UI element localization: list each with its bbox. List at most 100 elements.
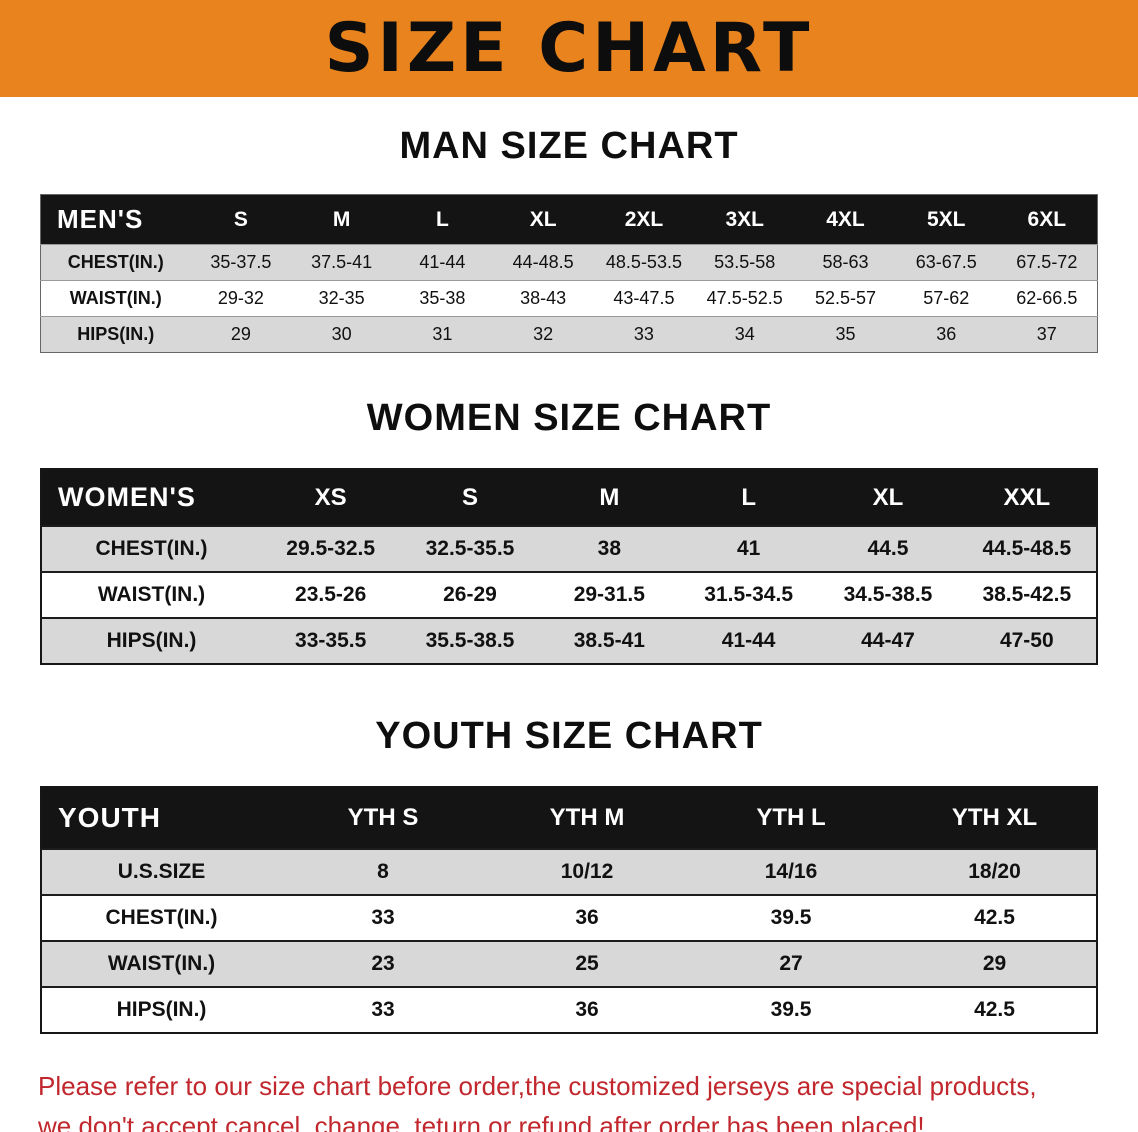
table-row: WAIST(IN.) 23.5-26 26-29 29-31.5 31.5-34.5 34… xyxy=(41,571,1097,618)
section-youth: YOUTH SIZE CHART YOUTH YTH S YTH M YTH L YTH… xyxy=(0,715,1138,1034)
women-size-table: WOMEN'S XS S M L XL XXL CHEST(IN.) 29.5-32.5 32.5… xyxy=(40,468,1098,665)
size-value-cell: 41-44 xyxy=(678,617,819,664)
size-column-header: L xyxy=(678,469,819,526)
size-value-cell: 10/12 xyxy=(485,848,689,895)
size-value-cell: 44.5 xyxy=(818,525,958,572)
size-value-cell: 52.5-57 xyxy=(795,280,896,317)
size-value-cell: 26-29 xyxy=(400,571,540,618)
disclaimer: Please refer to our size chart before or… xyxy=(38,1066,1100,1132)
size-value-cell: 27 xyxy=(689,940,893,987)
size-value-cell: 38 xyxy=(539,525,679,572)
size-column-header: XXL xyxy=(957,469,1097,526)
measurement-label: CHEST(IN.) xyxy=(41,525,261,572)
charts-container: MAN SIZE CHART MEN'S S M L XL 2XL 3XL 4XL 5XL 6XL… xyxy=(0,125,1138,1034)
size-column-header: M xyxy=(291,194,393,245)
table-header-row: WOMEN'S XS S M L XL XXL xyxy=(41,469,1097,526)
men-size-table: MEN'S S M L XL 2XL 3XL 4XL 5XL 6XL CHEST(IN.) 35-37… xyxy=(40,194,1098,353)
table-row: WAIST(IN.) 23 25 27 29 xyxy=(41,940,1097,987)
size-value-cell: 33 xyxy=(593,316,695,353)
size-value-cell: 48.5-53.5 xyxy=(593,244,695,281)
size-column-header: XL xyxy=(818,469,958,526)
size-value-cell: 29-31.5 xyxy=(539,571,679,618)
size-value-cell: 35 xyxy=(795,316,896,353)
measurement-label: HIPS(IN.) xyxy=(41,617,261,664)
size-column-header: XS xyxy=(261,469,401,526)
size-value-cell: 44-47 xyxy=(818,617,958,664)
measurement-label: HIPS(IN.) xyxy=(41,986,281,1033)
table-row: WAIST(IN.) 29-32 32-35 35-38 38-43 43-47.5 47.… xyxy=(40,280,1098,317)
measurement-label: WAIST(IN.) xyxy=(40,280,191,317)
size-value-cell: 39.5 xyxy=(689,986,893,1033)
size-value-cell: 33 xyxy=(281,986,485,1033)
size-value-cell: 14/16 xyxy=(689,848,893,895)
size-value-cell: 36 xyxy=(895,316,997,353)
table-header-row: MEN'S S M L XL 2XL 3XL 4XL 5XL 6XL xyxy=(40,194,1098,245)
size-value-cell: 35-37.5 xyxy=(190,244,292,281)
section-women: WOMEN SIZE CHART WOMEN'S XS S M L XL XXL CHEST(… xyxy=(0,397,1138,665)
size-value-cell: 39.5 xyxy=(689,894,893,941)
measurement-label: CHEST(IN.) xyxy=(41,894,281,941)
section-men: MAN SIZE CHART MEN'S S M L XL 2XL 3XL 4XL 5XL 6XL… xyxy=(0,125,1138,353)
table-row: HIPS(IN.) 33-35.5 35.5-38.5 38.5-41 41-44 44-… xyxy=(41,617,1097,664)
size-value-cell: 41 xyxy=(678,525,819,572)
size-value-cell: 32-35 xyxy=(291,280,393,317)
measurement-label: CHEST(IN.) xyxy=(40,244,191,281)
size-value-cell: 8 xyxy=(281,848,485,895)
table-row: CHEST(IN.) 35-37.5 37.5-41 41-44 44-48.5 48.5… xyxy=(40,244,1098,281)
size-column-header: 2XL xyxy=(593,194,695,245)
size-value-cell: 35-38 xyxy=(392,280,493,317)
size-value-cell: 35.5-38.5 xyxy=(400,617,540,664)
women-section-heading: WOMEN SIZE CHART xyxy=(366,397,772,439)
size-column-header: 4XL xyxy=(795,194,896,245)
size-value-cell: 38.5-42.5 xyxy=(957,571,1097,618)
size-value-cell: 42.5 xyxy=(893,986,1097,1033)
size-column-header: L xyxy=(392,194,493,245)
size-value-cell: 58-63 xyxy=(795,244,896,281)
size-value-cell: 30 xyxy=(291,316,393,353)
size-value-cell: 43-47.5 xyxy=(593,280,695,317)
table-header-row: YOUTH YTH S YTH M YTH L YTH XL xyxy=(41,787,1097,849)
size-value-cell: 29-32 xyxy=(190,280,292,317)
size-value-cell: 31.5-34.5 xyxy=(678,571,819,618)
measurement-label: WAIST(IN.) xyxy=(41,940,281,987)
size-value-cell: 31 xyxy=(392,316,493,353)
size-value-cell: 36 xyxy=(485,986,689,1033)
page-title: SIZE CHART xyxy=(324,8,814,88)
size-value-cell: 42.5 xyxy=(893,894,1097,941)
table-row: U.S.SIZE 8 10/12 14/16 18/20 xyxy=(41,848,1097,895)
size-value-cell: 36 xyxy=(485,894,689,941)
size-column-header: 5XL xyxy=(895,194,997,245)
size-value-cell: 38-43 xyxy=(492,280,594,317)
size-value-cell: 41-44 xyxy=(392,244,493,281)
table-row: HIPS(IN.) 33 36 39.5 42.5 xyxy=(41,986,1097,1033)
size-value-cell: 47-50 xyxy=(957,617,1097,664)
size-value-cell: 44-48.5 xyxy=(492,244,594,281)
size-value-cell: 34.5-38.5 xyxy=(818,571,958,618)
size-value-cell: 29.5-32.5 xyxy=(261,525,401,572)
size-column-header: YTH L xyxy=(689,787,893,849)
size-value-cell: 33-35.5 xyxy=(261,617,401,664)
size-value-cell: 25 xyxy=(485,940,689,987)
size-column-header: M xyxy=(539,469,679,526)
size-value-cell: 53.5-58 xyxy=(694,244,796,281)
size-value-cell: 47.5-52.5 xyxy=(694,280,796,317)
size-column-header: S xyxy=(400,469,540,526)
size-value-cell: 23.5-26 xyxy=(261,571,401,618)
size-value-cell: 44.5-48.5 xyxy=(957,525,1097,572)
table-row: CHEST(IN.) 29.5-32.5 32.5-35.5 38 41 44.5 44.5… xyxy=(41,525,1097,572)
disclaimer-line-1: Please refer to our size chart before or… xyxy=(38,1071,1037,1101)
measurement-label: WAIST(IN.) xyxy=(41,571,261,618)
size-value-cell: 62-66.5 xyxy=(996,280,1098,317)
size-value-cell: 34 xyxy=(694,316,796,353)
size-value-cell: 23 xyxy=(281,940,485,987)
disclaimer-line-2: we don't accept cancel, change, teturn o… xyxy=(38,1111,925,1132)
size-value-cell: 29 xyxy=(190,316,292,353)
size-value-cell: 57-62 xyxy=(895,280,997,317)
size-column-header: YTH M xyxy=(485,787,689,849)
men-section-heading: MAN SIZE CHART xyxy=(399,125,739,167)
youth-section-heading: YOUTH SIZE CHART xyxy=(375,715,763,757)
size-value-cell: 37.5-41 xyxy=(291,244,393,281)
table-title-cell: YOUTH xyxy=(41,787,281,849)
table-row: CHEST(IN.) 33 36 39.5 42.5 xyxy=(41,894,1097,941)
banner: SIZE CHART xyxy=(0,0,1138,97)
